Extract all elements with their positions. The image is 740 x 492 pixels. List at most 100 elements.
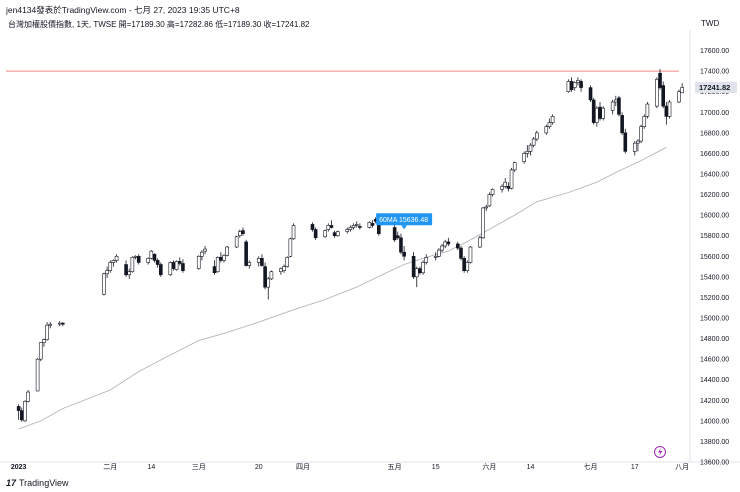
candle: [655, 77, 659, 109]
candle: [159, 262, 163, 277]
candle: [579, 79, 583, 92]
candle: [23, 400, 27, 422]
candle-body: [636, 140, 640, 144]
candle: [370, 220, 375, 228]
candle: [623, 128, 628, 154]
candle-body: [348, 227, 353, 230]
candle: [437, 248, 441, 258]
candle-body: [645, 103, 650, 117]
candle: [181, 259, 185, 273]
candle-body: [310, 224, 315, 230]
candle: [26, 390, 30, 403]
candle: [399, 233, 403, 255]
candle-body: [45, 324, 49, 340]
candle: [260, 254, 264, 267]
ohlc-legend: 台灣加權股價指數, 1天, TWSE 開=17189.30 高=17282.86…: [8, 20, 310, 29]
candle: [667, 99, 672, 119]
candle: [680, 83, 684, 94]
candle: [291, 223, 296, 240]
candle-body: [528, 144, 533, 152]
price-tick-label: 13600.00: [700, 460, 729, 467]
candle-body: [108, 262, 113, 271]
candle: [535, 130, 539, 142]
candle-body: [149, 250, 154, 259]
candle-body: [244, 241, 248, 266]
candle-body: [61, 322, 65, 325]
candle-body: [288, 238, 293, 257]
candle-body: [509, 169, 514, 189]
candle-body: [572, 82, 577, 88]
candle-body: [16, 406, 21, 411]
candle: [149, 250, 154, 260]
candle: [177, 257, 182, 266]
candle-body: [203, 248, 207, 252]
candle: [351, 223, 356, 230]
candle: [171, 260, 176, 271]
candle: [146, 257, 150, 265]
candle-body: [610, 101, 615, 111]
candle: [478, 235, 482, 249]
candle: [354, 221, 359, 228]
candle-body: [168, 262, 173, 276]
candle-body: [591, 99, 596, 123]
candle-body: [601, 107, 605, 119]
candle: [114, 254, 119, 263]
candle: [215, 256, 220, 273]
candle-body: [133, 255, 138, 258]
price-tick-label: 13800.00: [700, 439, 729, 446]
candle-body: [424, 257, 429, 263]
candle: [241, 227, 245, 236]
candle-body: [124, 264, 128, 276]
candle: [531, 136, 536, 148]
candle-body: [468, 246, 473, 263]
candle-body: [655, 79, 659, 107]
candle: [433, 252, 438, 261]
candle: [418, 266, 422, 275]
candle: [440, 243, 444, 253]
candle-body: [399, 237, 403, 253]
candle: [247, 260, 252, 269]
candle-body: [329, 225, 334, 228]
tradingview-logo-icon: 17: [6, 478, 17, 488]
candle-body: [490, 189, 495, 195]
candle: [443, 239, 447, 249]
candle-body: [285, 257, 290, 267]
time-tick-label: 2023: [11, 464, 27, 471]
candle: [512, 161, 517, 172]
price-tick-label: 15400.00: [700, 274, 729, 281]
candle: [263, 262, 267, 290]
candle: [411, 252, 416, 279]
candle: [547, 118, 552, 129]
candle-body: [395, 235, 400, 239]
candle: [664, 102, 669, 125]
candle: [45, 322, 49, 341]
candle-body: [433, 255, 438, 258]
candle-body: [680, 87, 684, 94]
price-tick-label: 15800.00: [700, 233, 729, 240]
candle: [395, 231, 400, 240]
candle: [212, 260, 217, 275]
price-tick-label: 17600.00: [700, 48, 729, 55]
candle-body: [174, 261, 179, 270]
candle: [636, 139, 640, 152]
price-axis[interactable]: 13600.00 13800.00 14000.00 14200.00 14400.00…: [700, 48, 729, 466]
tradingview-logo[interactable]: 17 TradingView: [6, 478, 69, 488]
candle: [285, 256, 290, 268]
candle: [61, 322, 65, 327]
candle-body: [323, 230, 327, 238]
time-tick-label: 四月: [296, 463, 310, 471]
candle: [266, 276, 271, 300]
candle: [42, 338, 46, 347]
candle: [446, 237, 451, 246]
price-tick-label: 14000.00: [700, 418, 729, 425]
time-axis[interactable]: 2023 二月 14 三月 20 四月 五月 15 六月 14 七月 17 八月: [11, 462, 689, 471]
alert-icon[interactable]: [654, 446, 666, 458]
candle-body: [392, 227, 397, 241]
candle-body: [677, 91, 681, 103]
candle: [269, 270, 274, 280]
candle: [313, 227, 318, 240]
candle-body: [196, 255, 201, 269]
candle-body: [370, 223, 375, 226]
candle: [506, 182, 511, 192]
